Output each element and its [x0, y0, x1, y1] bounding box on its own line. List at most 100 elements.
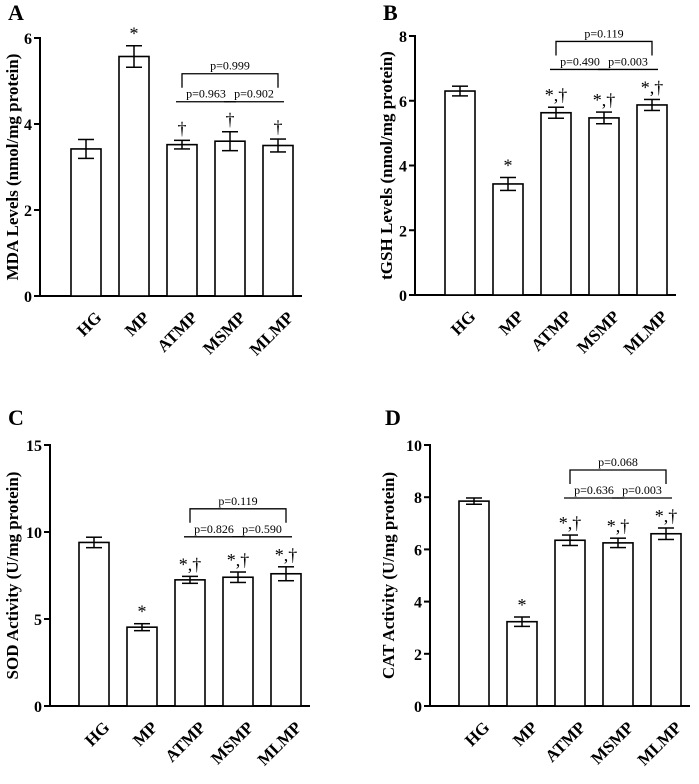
- x-tick-label: MSMP: [573, 307, 623, 357]
- bar-msmp: [222, 576, 254, 707]
- y-tick-label: 2: [24, 203, 32, 220]
- x-tick-label: MSMP: [207, 718, 257, 768]
- comparison-bracket: [569, 469, 667, 484]
- y-tick-label: 4: [24, 117, 32, 134]
- significance-marker: *,†: [179, 554, 202, 574]
- x-tick-label: ATMP: [527, 307, 575, 355]
- bar-hg: [70, 148, 102, 297]
- y-tick-label: 0: [414, 699, 422, 716]
- significance-marker: *,†: [593, 90, 616, 110]
- p-value-label: p=0.902: [234, 87, 274, 101]
- p-value-label: p=0.963: [186, 87, 226, 101]
- y-tick-label: 2: [414, 647, 422, 664]
- x-tick-label: ATMP: [541, 718, 589, 766]
- x-tick-label: MP: [509, 718, 541, 750]
- x-tick-label: MLMP: [620, 307, 671, 358]
- p-value-label: p=0.119: [584, 26, 623, 40]
- bar-msmp: [214, 140, 246, 297]
- p-value-label: p=0.068: [598, 455, 638, 469]
- p-value-label: p=0.826: [194, 522, 234, 536]
- panel-d: D 0 2 4 6 8 10 CAT Activity (U/mg protein) HG * MP…: [379, 405, 690, 769]
- y-axis-title: SOD Activity (U/mg protein): [3, 472, 22, 680]
- bar-atmp: [174, 579, 206, 707]
- significance-marker: *: [138, 602, 147, 622]
- x-tick-label: ATMP: [153, 308, 201, 356]
- y-tick-label: 10: [26, 525, 42, 542]
- y-tick-label: 2: [399, 223, 407, 240]
- y-tick-label: 8: [399, 29, 407, 46]
- significance-marker: *: [130, 24, 139, 44]
- significance-marker: *,†: [545, 85, 568, 105]
- bar-hg: [444, 90, 476, 296]
- significance-marker: *,†: [275, 545, 298, 565]
- significance-marker: †: [274, 117, 283, 137]
- y-axis-title: tGSH Levels (nmol/mg protein): [377, 51, 396, 280]
- significance-marker: *,†: [559, 513, 582, 533]
- significance-marker: *: [518, 595, 527, 615]
- x-tick-label: MSMP: [199, 308, 249, 358]
- y-tick-label: 4: [414, 595, 422, 612]
- x-tick-label: MLMP: [634, 718, 685, 769]
- panel-letter: B: [383, 0, 398, 25]
- bar-mlmp: [650, 532, 682, 707]
- x-tick-label: ATMP: [161, 718, 209, 766]
- bar-atmp: [540, 111, 572, 296]
- bar-mlmp: [262, 144, 294, 297]
- y-tick-label: 0: [34, 699, 42, 716]
- bar-mp: [506, 620, 538, 707]
- y-tick-label: 5: [34, 612, 42, 629]
- bar-mlmp: [270, 572, 302, 707]
- comparison-bracket: [189, 508, 287, 523]
- bar-mlmp: [636, 104, 668, 296]
- panel-letter: C: [8, 405, 24, 430]
- x-tick-label: HG: [73, 308, 105, 340]
- bar-mp: [118, 55, 150, 297]
- significance-marker: †: [178, 118, 187, 138]
- y-axis-title: MDA Levels (nmol/mg protein): [3, 54, 22, 281]
- p-value-label: p=0.003: [622, 483, 662, 497]
- y-tick-label: 0: [399, 288, 407, 305]
- panel-letter: D: [385, 405, 401, 430]
- x-tick-label: HG: [81, 718, 113, 750]
- y-tick-label: 15: [26, 438, 42, 455]
- p-value-label: p=0.119: [218, 494, 257, 508]
- y-tick-label: 8: [414, 490, 422, 507]
- bar-msmp: [588, 117, 620, 296]
- significance-marker: †: [226, 110, 235, 130]
- bar-mp: [492, 183, 524, 296]
- y-tick-label: 10: [406, 438, 422, 455]
- y-tick-label: 6: [414, 542, 422, 559]
- significance-marker: *,†: [607, 516, 630, 536]
- significance-marker: *,†: [641, 77, 664, 97]
- bar-hg: [78, 541, 110, 707]
- x-tick-label: MSMP: [587, 718, 637, 768]
- bar-atmp: [166, 143, 198, 297]
- y-axis-title: CAT Activity (U/mg protein): [379, 472, 398, 679]
- x-tick-label: MP: [495, 307, 527, 339]
- y-tick-label: 6: [24, 31, 32, 48]
- p-value-label: p=0.590: [242, 522, 282, 536]
- x-tick-label: HG: [447, 307, 479, 339]
- x-tick-label: MLMP: [254, 718, 305, 769]
- x-tick-label: MLMP: [246, 308, 297, 359]
- p-value-label: p=0.490: [560, 54, 600, 68]
- y-tick-label: 0: [24, 289, 32, 306]
- p-value-label: p=0.999: [210, 59, 250, 73]
- y-tick-label: 4: [399, 159, 407, 176]
- p-value-label: p=0.003: [608, 54, 648, 68]
- bar-hg: [458, 500, 490, 707]
- bar-atmp: [554, 539, 586, 707]
- y-tick-label: 6: [399, 94, 407, 111]
- p-value-label: p=0.636: [574, 483, 614, 497]
- significance-marker: *,†: [227, 550, 250, 570]
- comparison-bracket: [555, 40, 653, 56]
- x-tick-label: HG: [461, 718, 493, 750]
- comparison-bracket: [181, 73, 279, 88]
- x-tick-label: MP: [121, 308, 153, 340]
- panel-letter: A: [8, 0, 24, 25]
- x-tick-label: MP: [129, 718, 161, 750]
